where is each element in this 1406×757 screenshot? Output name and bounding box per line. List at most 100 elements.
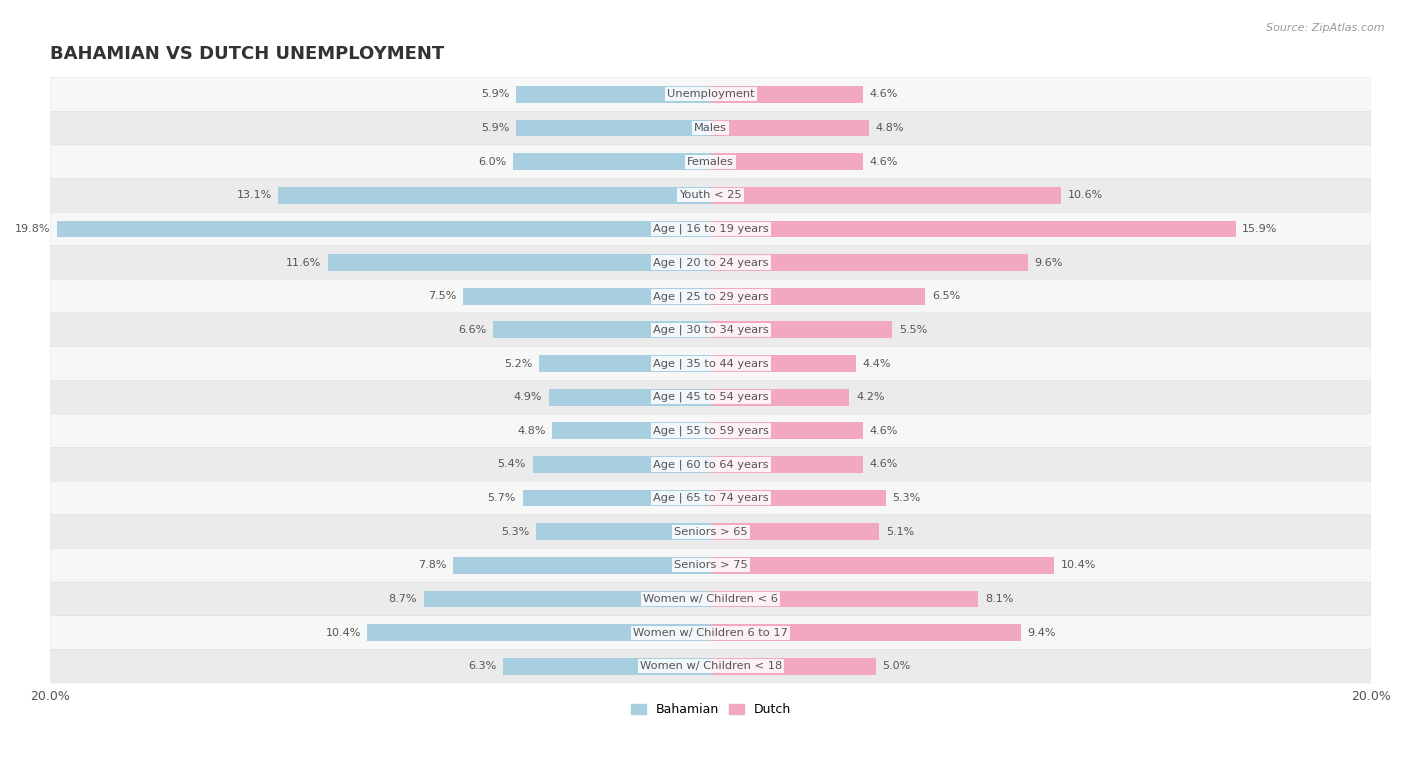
Bar — [516, 86, 711, 103]
Text: Seniors > 65: Seniors > 65 — [673, 527, 748, 537]
Text: 4.8%: 4.8% — [517, 425, 546, 436]
Text: 6.6%: 6.6% — [458, 325, 486, 335]
FancyBboxPatch shape — [51, 515, 1371, 549]
Bar — [711, 154, 863, 170]
Bar — [711, 422, 863, 439]
Bar — [711, 355, 856, 372]
Text: 5.4%: 5.4% — [498, 459, 526, 469]
Bar — [328, 254, 711, 271]
Text: 19.8%: 19.8% — [15, 224, 51, 234]
FancyBboxPatch shape — [51, 212, 1371, 246]
FancyBboxPatch shape — [51, 549, 1371, 582]
Bar — [367, 625, 711, 641]
Text: 9.6%: 9.6% — [1035, 257, 1063, 268]
Bar — [711, 288, 925, 304]
FancyBboxPatch shape — [51, 447, 1371, 481]
Bar — [711, 120, 869, 136]
Bar — [711, 658, 876, 674]
Text: Age | 65 to 74 years: Age | 65 to 74 years — [652, 493, 769, 503]
Text: 5.2%: 5.2% — [505, 359, 533, 369]
FancyBboxPatch shape — [51, 380, 1371, 414]
Bar — [711, 322, 893, 338]
Text: 5.3%: 5.3% — [893, 493, 921, 503]
Text: 7.8%: 7.8% — [418, 560, 447, 570]
Bar — [711, 220, 1236, 238]
Text: Source: ZipAtlas.com: Source: ZipAtlas.com — [1267, 23, 1385, 33]
Bar — [548, 389, 711, 406]
Bar — [278, 187, 711, 204]
Text: 5.9%: 5.9% — [481, 89, 509, 99]
Text: Age | 16 to 19 years: Age | 16 to 19 years — [652, 224, 769, 234]
FancyBboxPatch shape — [51, 582, 1371, 615]
Text: 5.0%: 5.0% — [883, 661, 911, 671]
Text: 7.5%: 7.5% — [429, 291, 457, 301]
Text: Age | 25 to 29 years: Age | 25 to 29 years — [652, 291, 769, 301]
Text: 4.9%: 4.9% — [515, 392, 543, 402]
Text: Youth < 25: Youth < 25 — [679, 190, 742, 201]
Bar — [711, 86, 863, 103]
Text: 5.9%: 5.9% — [481, 123, 509, 133]
Text: 10.4%: 10.4% — [1060, 560, 1097, 570]
Text: 4.8%: 4.8% — [876, 123, 904, 133]
Text: 6.3%: 6.3% — [468, 661, 496, 671]
Bar — [503, 658, 711, 674]
Text: 4.6%: 4.6% — [869, 89, 897, 99]
Bar — [711, 523, 879, 540]
Text: Age | 35 to 44 years: Age | 35 to 44 years — [652, 358, 769, 369]
Bar — [711, 625, 1021, 641]
FancyBboxPatch shape — [51, 414, 1371, 447]
FancyBboxPatch shape — [51, 347, 1371, 380]
Bar — [533, 456, 711, 473]
Bar — [453, 557, 711, 574]
FancyBboxPatch shape — [51, 78, 1371, 111]
Text: Age | 20 to 24 years: Age | 20 to 24 years — [652, 257, 769, 268]
Text: Women w/ Children < 18: Women w/ Children < 18 — [640, 661, 782, 671]
Text: Women w/ Children 6 to 17: Women w/ Children 6 to 17 — [633, 628, 789, 637]
Text: Males: Males — [695, 123, 727, 133]
Text: Women w/ Children < 6: Women w/ Children < 6 — [644, 594, 778, 604]
Text: 4.4%: 4.4% — [863, 359, 891, 369]
Text: 5.3%: 5.3% — [501, 527, 529, 537]
Bar — [711, 456, 863, 473]
Bar — [711, 187, 1060, 204]
Bar — [516, 120, 711, 136]
Text: 4.2%: 4.2% — [856, 392, 884, 402]
Text: 4.6%: 4.6% — [869, 157, 897, 167]
Bar — [553, 422, 711, 439]
Bar — [513, 154, 711, 170]
Bar — [58, 220, 711, 238]
FancyBboxPatch shape — [51, 313, 1371, 347]
Bar — [423, 590, 711, 607]
FancyBboxPatch shape — [51, 246, 1371, 279]
Bar — [711, 490, 886, 506]
Text: 8.1%: 8.1% — [984, 594, 1014, 604]
FancyBboxPatch shape — [51, 481, 1371, 515]
FancyBboxPatch shape — [51, 650, 1371, 683]
Text: Age | 30 to 34 years: Age | 30 to 34 years — [652, 325, 769, 335]
Text: 10.6%: 10.6% — [1067, 190, 1102, 201]
Text: 4.6%: 4.6% — [869, 425, 897, 436]
Bar — [711, 389, 849, 406]
FancyBboxPatch shape — [51, 111, 1371, 145]
Bar — [711, 254, 1028, 271]
Text: 13.1%: 13.1% — [236, 190, 271, 201]
FancyBboxPatch shape — [51, 615, 1371, 650]
Text: 5.7%: 5.7% — [488, 493, 516, 503]
Text: 9.4%: 9.4% — [1028, 628, 1056, 637]
Bar — [538, 355, 711, 372]
Bar — [711, 557, 1054, 574]
Text: 5.5%: 5.5% — [898, 325, 927, 335]
Text: Seniors > 75: Seniors > 75 — [673, 560, 748, 570]
Text: 15.9%: 15.9% — [1243, 224, 1278, 234]
Text: 6.5%: 6.5% — [932, 291, 960, 301]
Text: Unemployment: Unemployment — [666, 89, 755, 99]
Bar — [494, 322, 711, 338]
Text: 6.0%: 6.0% — [478, 157, 506, 167]
FancyBboxPatch shape — [51, 279, 1371, 313]
Text: 10.4%: 10.4% — [325, 628, 361, 637]
Text: Age | 45 to 54 years: Age | 45 to 54 years — [652, 392, 769, 403]
Text: Females: Females — [688, 157, 734, 167]
Text: 11.6%: 11.6% — [285, 257, 321, 268]
Text: 5.1%: 5.1% — [886, 527, 914, 537]
FancyBboxPatch shape — [51, 179, 1371, 212]
